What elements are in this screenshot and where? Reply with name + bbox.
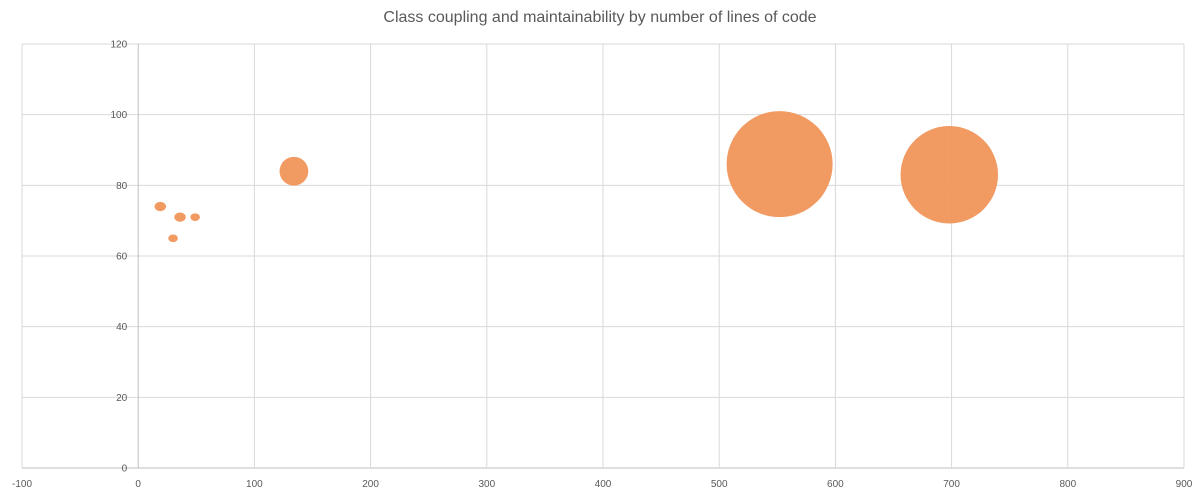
y-axis-ticks: 0 20 40 60 80 100 120 <box>111 40 128 475</box>
bubble-point <box>900 125 999 224</box>
x-axis-ticks: -100 0 100 200 300 400 500 600 700 800 900 <box>12 479 1193 490</box>
bubble-point <box>174 212 186 222</box>
x-tick-label: 500 <box>711 479 728 490</box>
chart-title: Class coupling and maintainability by nu… <box>383 9 816 26</box>
y-tick-label: 0 <box>122 464 128 475</box>
x-tick-label: 800 <box>1059 479 1076 490</box>
y-tick-label: 20 <box>116 393 128 404</box>
bubble-point <box>726 111 833 218</box>
x-tick-label: 300 <box>478 479 495 490</box>
x-tick-label: 600 <box>827 479 844 490</box>
x-tick-label: 100 <box>246 479 263 490</box>
bubble-point <box>154 201 167 212</box>
grid <box>21 43 1185 469</box>
bubbles <box>154 111 999 243</box>
bubble-point <box>190 213 200 221</box>
x-tick-label: 400 <box>595 479 612 490</box>
y-tick-label: 40 <box>116 322 128 333</box>
x-tick-label: 700 <box>943 479 960 490</box>
x-tick-label: 200 <box>362 479 379 490</box>
y-tick-label: 80 <box>116 181 128 192</box>
x-tick-label: -100 <box>12 479 32 490</box>
bubble-point <box>168 234 178 243</box>
x-tick-label: 900 <box>1176 479 1193 490</box>
y-tick-label: 60 <box>116 252 128 263</box>
x-tick-label: 0 <box>135 479 141 490</box>
bubble-point <box>279 156 309 186</box>
y-tick-label: 100 <box>111 110 128 121</box>
y-tick-label: 120 <box>111 40 128 51</box>
